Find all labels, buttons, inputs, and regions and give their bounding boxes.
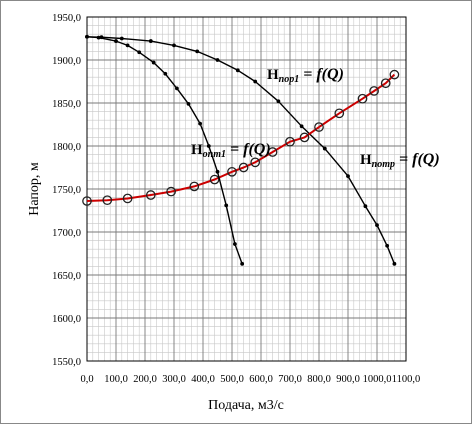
data-point <box>357 93 368 104</box>
data-point <box>240 261 245 266</box>
x-tick-label: 500,0 <box>220 374 244 385</box>
x-tick-label: 200,0 <box>133 374 157 385</box>
data-point <box>363 204 368 209</box>
x-tick-label: 100,0 <box>104 374 128 385</box>
series-label-h-potr-rest: = f(Q) <box>395 151 440 168</box>
x-tick-label: 800,0 <box>307 374 331 385</box>
x-tick-label: 300,0 <box>162 374 186 385</box>
series-label-h-opt1-sub: опт1 <box>203 149 226 160</box>
data-point <box>166 186 176 197</box>
data-point <box>233 242 237 246</box>
tick-labels: 1550,0 1600,0 1650,0 1700,0 1750,0 1800,0 1850… <box>52 13 420 385</box>
data-point <box>322 146 327 151</box>
y-tick-label: 1900,0 <box>52 56 81 67</box>
data-point <box>148 39 153 43</box>
y-tick-label: 1800,0 <box>52 142 81 153</box>
data-point <box>369 86 379 96</box>
data-point <box>299 132 310 143</box>
data-point <box>276 99 281 104</box>
data-point <box>137 50 142 55</box>
data-point <box>389 69 400 80</box>
data-point <box>314 122 324 132</box>
x-tick-label: 400,0 <box>191 374 215 385</box>
data-point <box>186 101 191 106</box>
y-tick-label: 1650,0 <box>52 271 81 282</box>
series-label-h-potr-sub: потр <box>372 159 395 170</box>
series-label-h-por1: Hпор1 = f(Q) <box>267 66 344 85</box>
series-label-h-potr: Hпотр = f(Q) <box>360 151 440 170</box>
y-tick-label: 1600,0 <box>52 314 81 325</box>
data-point <box>172 43 176 48</box>
series-опт1 <box>85 34 245 266</box>
y-axis-title: Напор, м <box>27 162 42 216</box>
data-point <box>375 223 379 228</box>
x-tick-label: 900,0 <box>336 374 360 385</box>
data-point <box>122 193 133 204</box>
data-point <box>189 181 200 192</box>
data-point <box>227 166 237 177</box>
series-потр <box>82 69 400 206</box>
series-line <box>86 73 396 202</box>
series-label-h-por1-main: H <box>267 67 279 83</box>
x-axis-title: Подача, м3/с <box>208 398 284 413</box>
series-label-h-opt1-main: H <box>191 142 203 158</box>
series-пор1 <box>85 34 397 266</box>
data-point <box>151 60 156 65</box>
data-point <box>125 43 130 48</box>
plot-area-frame <box>86 16 407 362</box>
data-point <box>206 144 211 148</box>
data-point <box>215 58 220 62</box>
y-tick-label: 1700,0 <box>52 228 81 239</box>
y-tick-label: 1850,0 <box>52 99 81 110</box>
series-label-h-opt1-rest: = f(Q) <box>226 141 271 158</box>
data-point <box>195 49 200 54</box>
data-point <box>238 162 249 173</box>
data-point <box>267 147 278 157</box>
data-point <box>250 157 261 168</box>
data-point <box>102 195 113 206</box>
data-point <box>235 68 240 73</box>
data-point <box>380 78 391 89</box>
x-tick-label: 1000,0 <box>363 374 392 385</box>
data-point <box>163 71 168 76</box>
x-tick-label: 0,0 <box>80 374 93 385</box>
series-label-h-por1-sub: пор1 <box>279 74 300 85</box>
data-point <box>82 196 92 206</box>
series-label-h-opt1: Hопт1 = f(Q) <box>191 141 271 160</box>
y-tick-label: 1950,0 <box>52 13 81 24</box>
data-point <box>175 86 179 91</box>
data-point <box>145 190 156 200</box>
y-tick-label: 1550,0 <box>52 357 81 368</box>
data-point <box>96 35 101 40</box>
data-point <box>198 121 203 126</box>
x-tick-label: 600,0 <box>249 374 273 385</box>
grid <box>87 17 406 361</box>
series-layer <box>82 34 400 266</box>
series-label-h-por1-rest: = f(Q) <box>299 66 344 83</box>
data-point <box>119 36 124 41</box>
data-point <box>114 39 118 43</box>
data-point <box>85 34 89 39</box>
data-point <box>215 169 220 174</box>
data-point <box>224 203 229 208</box>
x-tick-label: 1100,0 <box>392 374 421 385</box>
data-point <box>334 108 345 119</box>
series-label-h-potr-main: H <box>360 152 372 168</box>
x-tick-label: 700,0 <box>278 374 302 385</box>
data-point <box>299 124 304 129</box>
data-point <box>385 243 390 248</box>
data-point <box>392 261 397 266</box>
data-point <box>253 79 258 84</box>
y-tick-label: 1750,0 <box>52 185 81 196</box>
data-point <box>346 174 350 179</box>
data-point <box>285 136 295 147</box>
